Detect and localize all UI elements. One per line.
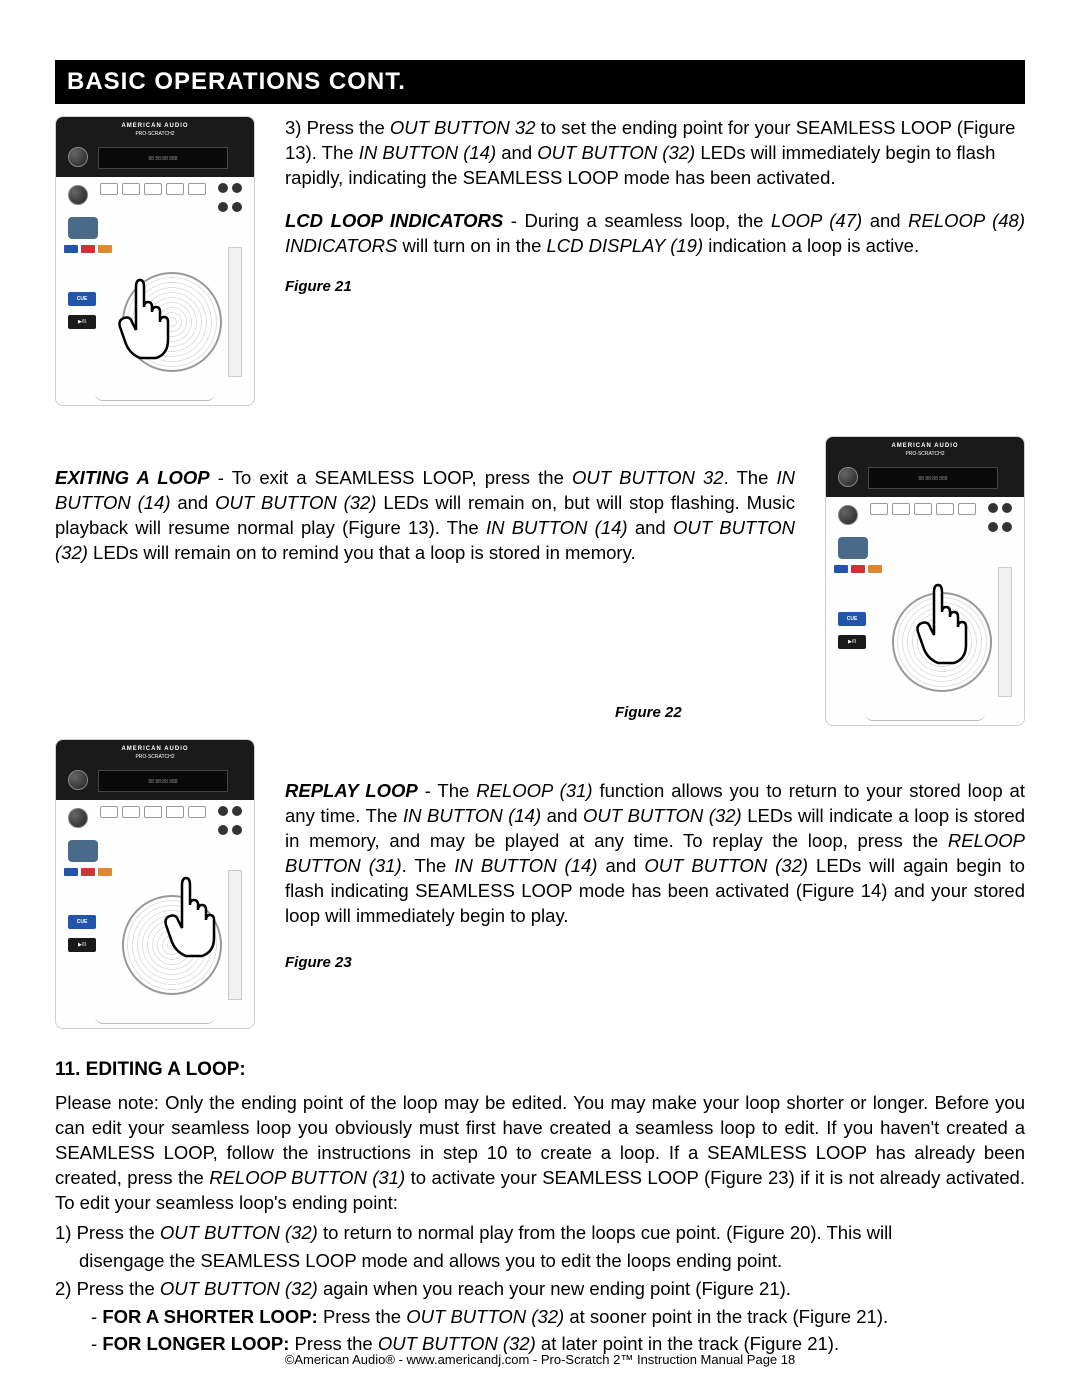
section-1-text: 3) Press the OUT BUTTON 32 to set the en… — [285, 116, 1025, 406]
exit-lead: EXITING A LOOP — [55, 467, 210, 488]
exit-t3: and — [170, 492, 215, 513]
list-item: 2) Press the OUT BUTTON (32) again when … — [55, 1276, 1025, 1302]
p3-i1: OUT BUTTON 32 — [390, 117, 536, 138]
replay-i2: IN BUTTON (14) — [403, 805, 541, 826]
lcd-i3: LCD DISPLAY (19) — [547, 235, 704, 256]
exit-t1: - To exit a SEAMLESS LOOP, press the — [210, 467, 572, 488]
cue-button-icon: CUE — [68, 292, 96, 306]
exit-i3: OUT BUTTON (32) — [215, 492, 376, 513]
section-3: AMERICAN AUDIO PRO-SCRATCH2 88 88:88 888… — [55, 739, 1025, 1029]
replay-t6: and — [597, 855, 644, 876]
play-button-icon: ▶/II — [68, 315, 96, 329]
replay-i6: OUT BUTTON (32) — [644, 855, 808, 876]
replay-i1: RELOOP (31) — [476, 780, 592, 801]
exit-t2: . The — [724, 467, 777, 488]
lcd-t2: and — [862, 210, 908, 231]
section-3-text: REPLAY LOOP - The RELOOP (31) function a… — [285, 739, 1025, 1029]
lcd-t1: - During a seamless loop, the — [503, 210, 771, 231]
hand-icon — [152, 870, 222, 960]
p3-i3: OUT BUTTON (32) — [537, 142, 695, 163]
device-lcd: 88 88:88 888 — [98, 147, 228, 169]
section-1: AMERICAN AUDIO PRO-SCRATCH2 88 88:88 888… — [55, 116, 1025, 406]
hand-icon — [904, 577, 974, 667]
section-2-text: EXITING A LOOP - To exit a SEAMLESS LOOP… — [55, 436, 795, 726]
p3-t2: and — [496, 142, 537, 163]
exit-t6: LEDs will remain on to remind you that a… — [88, 542, 636, 563]
edit-list: 1) Press the OUT BUTTON (32) to return t… — [55, 1220, 1025, 1357]
figure-23-container: AMERICAN AUDIO PRO-SCRATCH2 88 88:88 888… — [55, 739, 255, 1029]
replay-lead: REPLAY LOOP — [285, 780, 418, 801]
lcd-t4: indication a loop is active. — [703, 235, 919, 256]
eb-i1: RELOOP BUTTON (31) — [209, 1167, 405, 1188]
device-subbrand: PRO-SCRATCH2 — [135, 131, 174, 137]
exit-i1: OUT BUTTON 32 — [572, 467, 724, 488]
exit-i4: IN BUTTON (14) — [486, 517, 628, 538]
device-figure-22: AMERICAN AUDIO PRO-SCRATCH2 88 88:88 888… — [825, 436, 1025, 726]
figure-21-container: AMERICAN AUDIO PRO-SCRATCH2 88 88:88 888… — [55, 116, 255, 406]
device-figure-23: AMERICAN AUDIO PRO-SCRATCH2 88 88:88 888… — [55, 739, 255, 1029]
hand-icon — [106, 272, 176, 362]
section-2: EXITING A LOOP - To exit a SEAMLESS LOOP… — [55, 436, 1025, 726]
replay-t1: - The — [418, 780, 477, 801]
replay-t3: and — [541, 805, 583, 826]
list-item: 1) Press the OUT BUTTON (32) to return t… — [55, 1220, 1025, 1246]
device-brand: AMERICAN AUDIO — [121, 123, 188, 129]
figure-23-label: Figure 23 — [285, 953, 1025, 973]
header-bar: BASIC OPERATIONS CONT. — [55, 60, 1025, 104]
replay-t5: . The — [402, 855, 455, 876]
page-footer: ©American Audio® - www.americandj.com - … — [0, 1352, 1080, 1367]
list-item: - FOR A SHORTER LOOP: Press the OUT BUTT… — [55, 1304, 1025, 1330]
replay-i5: IN BUTTON (14) — [454, 855, 597, 876]
figure-21-label: Figure 21 — [285, 277, 1025, 297]
heading-editing-loop: 11. EDITING A LOOP: — [55, 1059, 1025, 1081]
replay-i3: OUT BUTTON (32) — [583, 805, 742, 826]
device-figure-21: AMERICAN AUDIO PRO-SCRATCH2 88 88:88 888… — [55, 116, 255, 406]
lcd-i1: LOOP (47) — [771, 210, 862, 231]
p3-lead: 3) Press the — [285, 117, 390, 138]
lcd-t3: will turn on in the — [397, 235, 546, 256]
p3-i2: IN BUTTON (14) — [359, 142, 496, 163]
lcd-lead: LCD LOOP INDICATORS — [285, 210, 503, 231]
edit-body: Please note: Only the ending point of th… — [55, 1091, 1025, 1216]
exit-t5: and — [628, 517, 673, 538]
list-item: disengage the SEAMLESS LOOP mode and all… — [55, 1248, 1025, 1274]
figure-22-container: AMERICAN AUDIO PRO-SCRATCH2 88 88:88 888… — [825, 436, 1025, 726]
